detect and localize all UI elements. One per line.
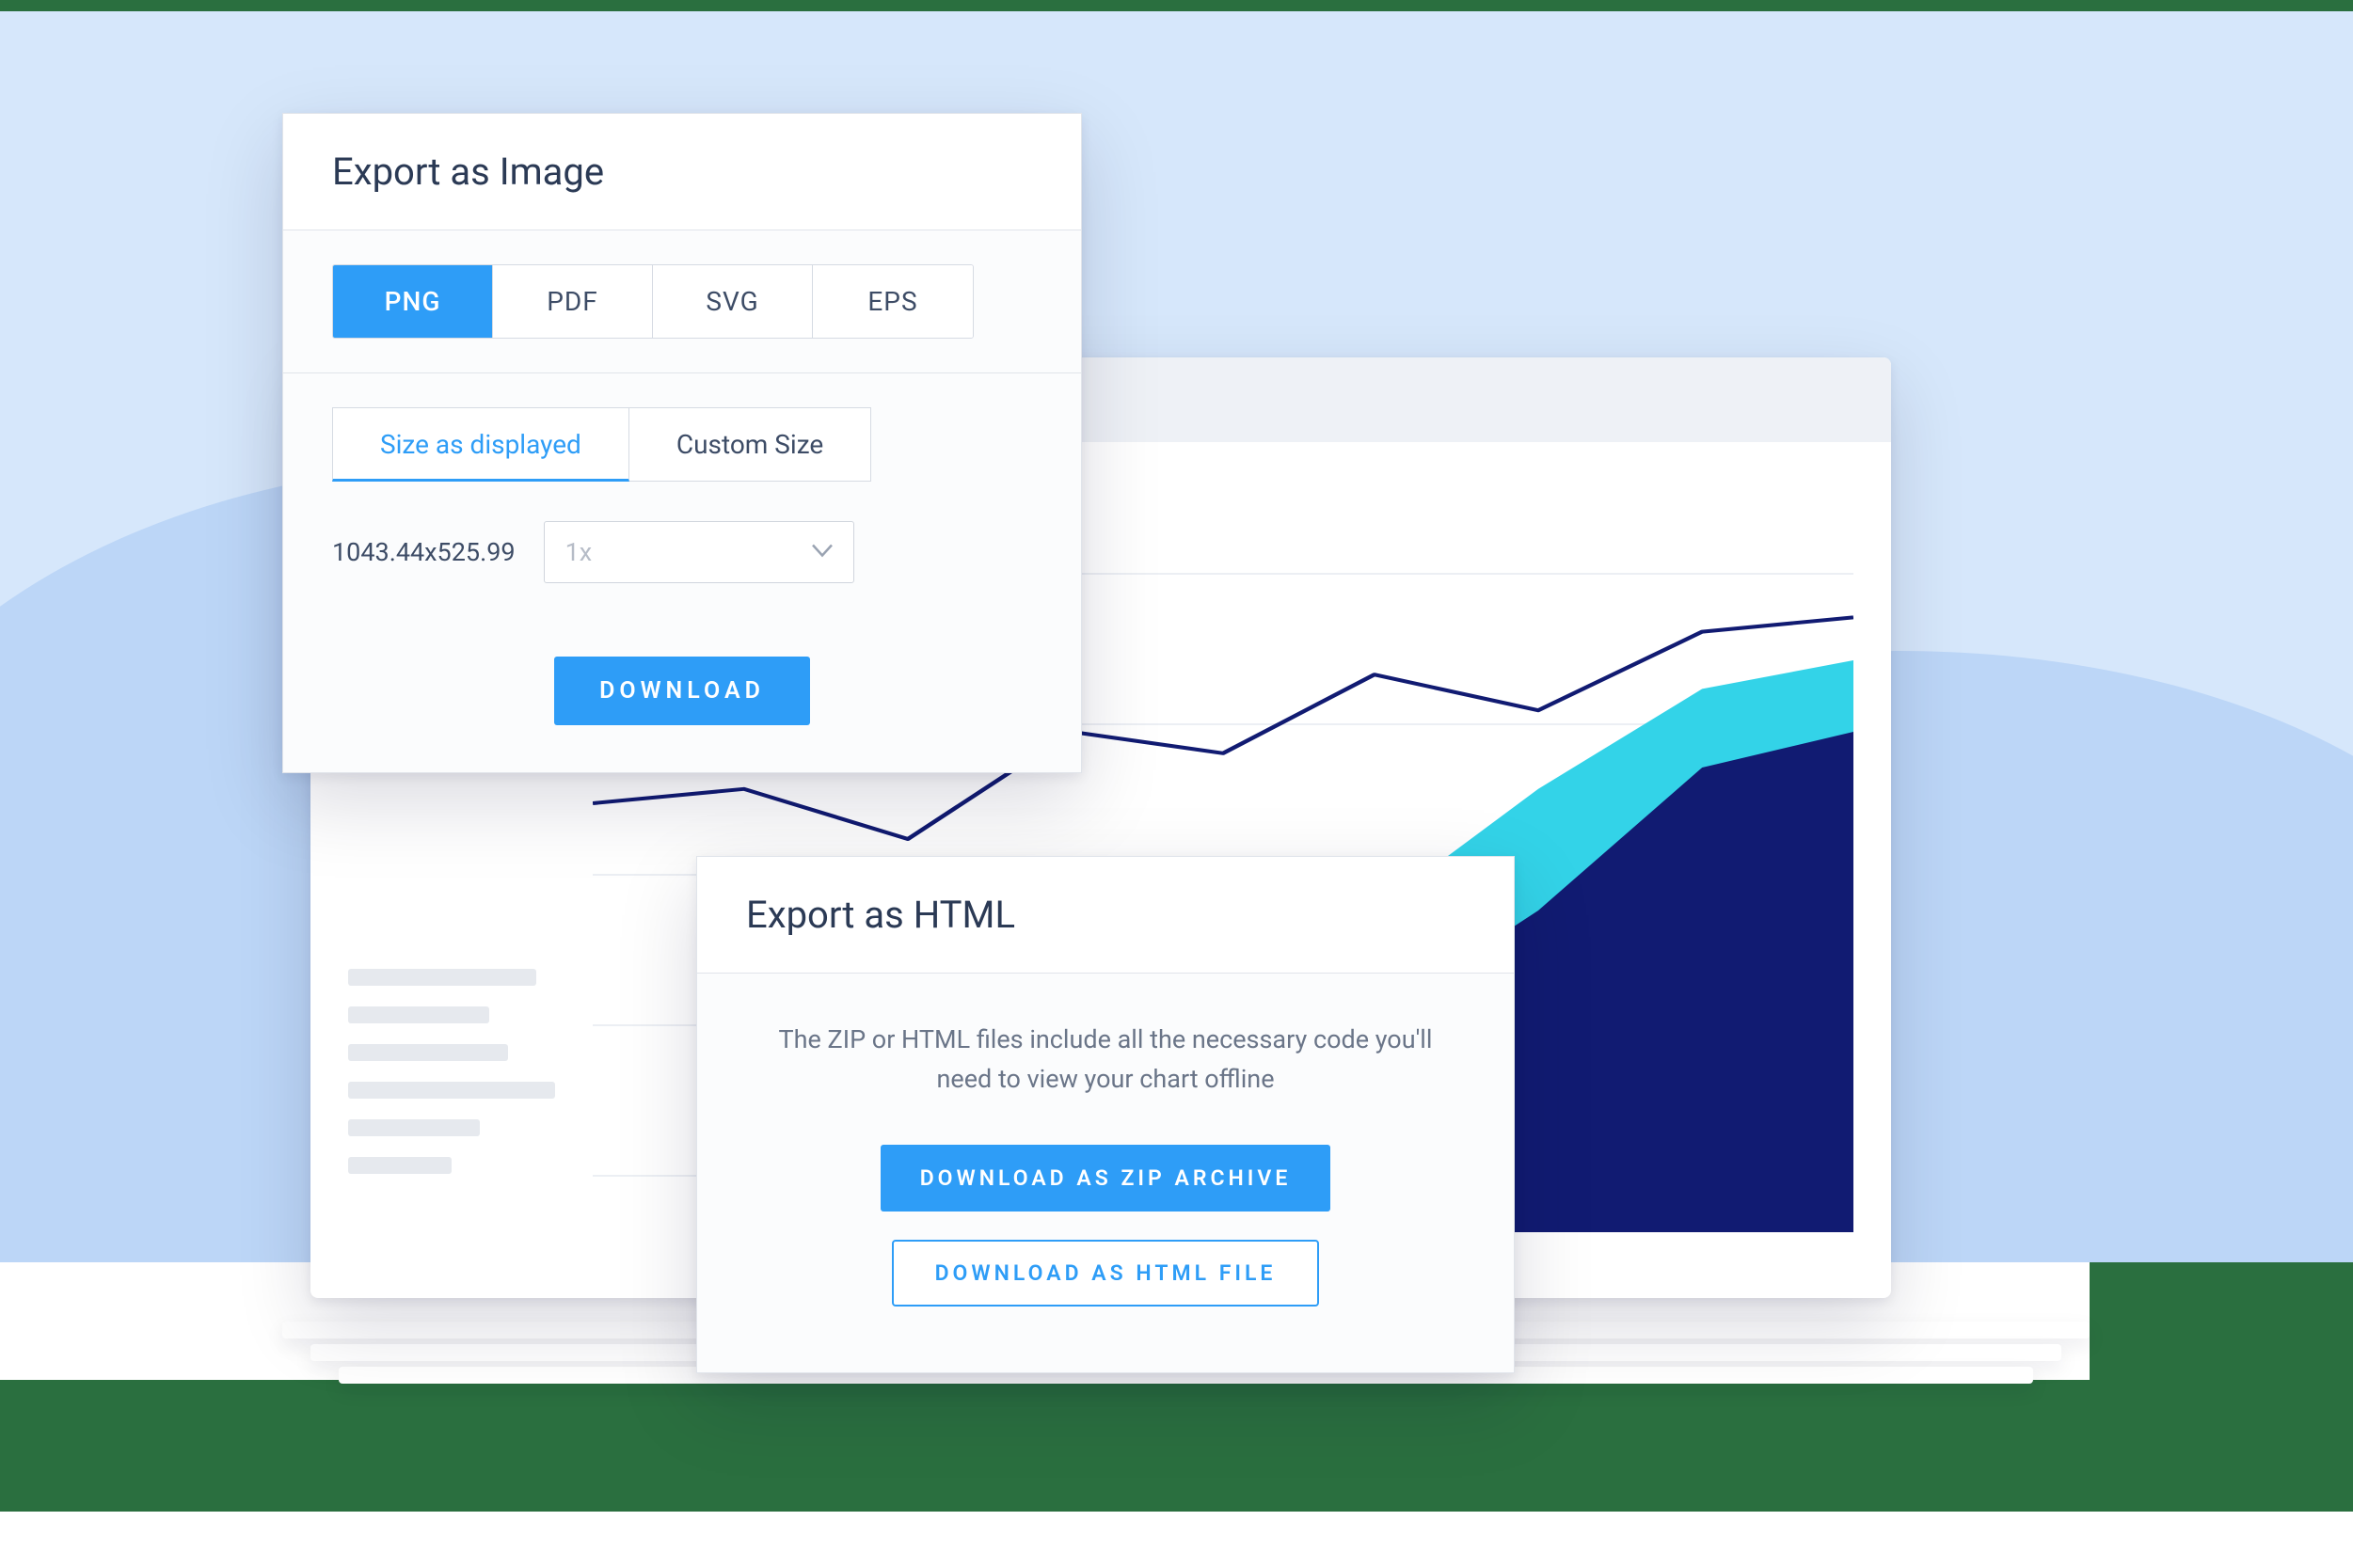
dialog-header: Export as Image bbox=[283, 114, 1081, 230]
size-tab[interactable]: Size as displayed bbox=[332, 407, 629, 482]
skeleton-line bbox=[348, 1119, 480, 1136]
export-html-body: The ZIP or HTML files include all the ne… bbox=[697, 974, 1514, 1372]
format-option-png[interactable]: PNG bbox=[333, 265, 493, 338]
download-button[interactable]: DOWNLOAD bbox=[554, 657, 810, 725]
stage: Export as Image PNGPDFSVGEPS Size as dis… bbox=[0, 0, 2353, 1568]
format-option-svg[interactable]: SVG bbox=[653, 265, 813, 338]
chevron-down-icon bbox=[812, 544, 833, 562]
download-row: DOWNLOAD bbox=[283, 617, 1081, 772]
size-tab-group: Size as displayedCustom Size bbox=[332, 407, 871, 482]
skeleton-line bbox=[348, 1082, 555, 1099]
size-row: 1043.44x525.99 1x bbox=[332, 521, 1032, 583]
dimensions-text: 1043.44x525.99 bbox=[332, 537, 516, 567]
skeleton-line bbox=[348, 1006, 489, 1023]
format-option-eps[interactable]: EPS bbox=[813, 265, 973, 338]
bg-bottom-green bbox=[0, 1380, 2353, 1512]
bg-top-stripe bbox=[0, 0, 2353, 11]
skeleton-line bbox=[348, 1044, 508, 1061]
scale-select[interactable]: 1x bbox=[544, 521, 854, 583]
export-image-dialog: Export as Image PNGPDFSVGEPS Size as dis… bbox=[282, 113, 1082, 773]
export-html-dialog: Export as HTML The ZIP or HTML files inc… bbox=[696, 856, 1515, 1373]
scale-value: 1x bbox=[565, 537, 593, 567]
format-section: PNGPDFSVGEPS bbox=[283, 230, 1081, 373]
dialog-title: Export as HTML bbox=[746, 893, 1465, 937]
dialog-title: Export as Image bbox=[332, 150, 1032, 194]
format-option-pdf[interactable]: PDF bbox=[493, 265, 653, 338]
size-tab[interactable]: Custom Size bbox=[629, 407, 871, 482]
export-html-description: The ZIP or HTML files include all the ne… bbox=[776, 1021, 1435, 1100]
skeleton-line bbox=[348, 1157, 452, 1174]
size-section: Size as displayedCustom Size 1043.44x525… bbox=[283, 373, 1081, 617]
format-segmented-control: PNGPDFSVGEPS bbox=[332, 264, 974, 339]
dialog-header: Export as HTML bbox=[697, 857, 1514, 974]
download-zip-button[interactable]: DOWNLOAD AS ZIP ARCHIVE bbox=[881, 1145, 1331, 1212]
skeleton-line bbox=[348, 969, 536, 986]
download-html-button[interactable]: DOWNLOAD AS HTML FILE bbox=[892, 1240, 1320, 1307]
